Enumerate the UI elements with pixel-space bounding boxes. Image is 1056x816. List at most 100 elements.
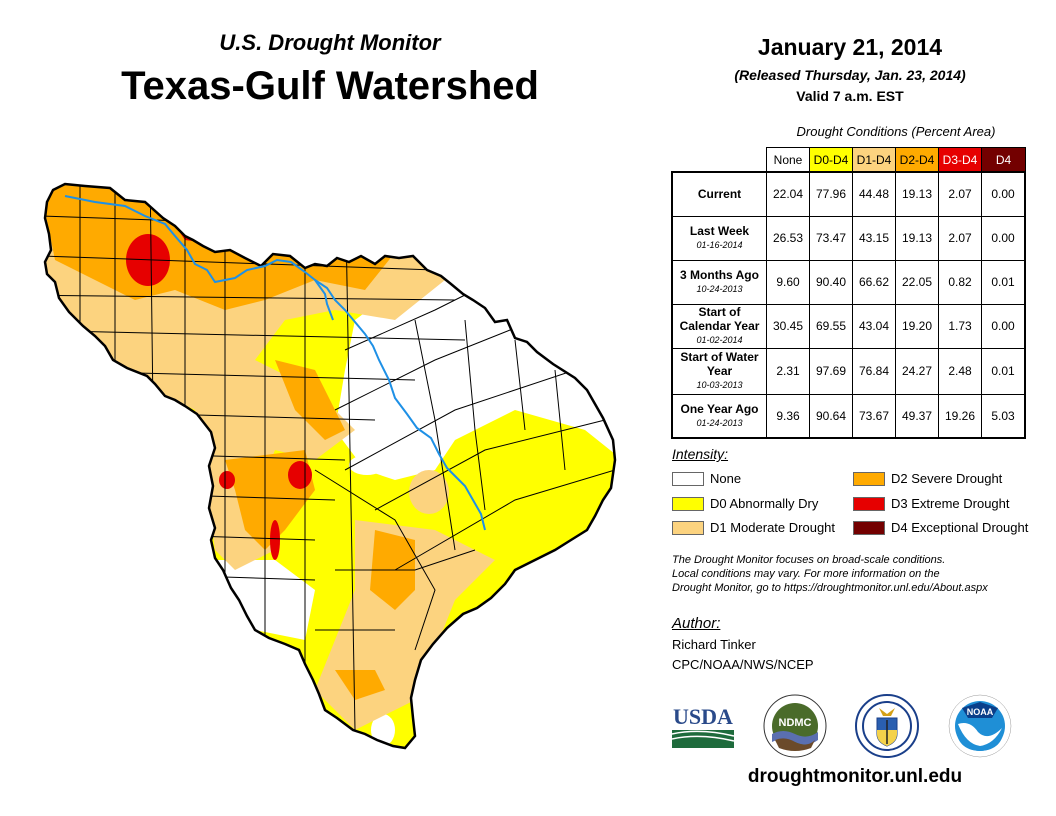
legend-label: D1 Moderate Drought [710, 520, 836, 535]
cell-value-d0-d4: 97.69 [809, 347, 853, 395]
cell-value-none: 9.36 [766, 393, 810, 439]
legend-swatch [853, 471, 885, 486]
d2-region-central [275, 360, 345, 440]
river-tributary [314, 279, 334, 321]
d1-region-patch [409, 470, 449, 514]
cell-value-d2-d4: 19.13 [895, 215, 939, 261]
row-label: 3 Months Ago 10-24-2013 [671, 259, 767, 305]
none-region-east [335, 260, 615, 480]
legend-swatch [672, 471, 704, 486]
d3-region-southwest [270, 520, 280, 560]
row-label: One Year Ago 01-24-2013 [671, 393, 767, 439]
noaa-logo-text: NOAA [967, 707, 994, 717]
none-region-southwest [205, 560, 315, 640]
cell-value-none: 22.04 [766, 171, 810, 217]
row-date: 01-24-2013 [696, 417, 743, 428]
cell-value-d3-d4: 2.07 [938, 215, 982, 261]
river-red [64, 195, 486, 531]
table-row: 3 Months Ago 10-24-2013 9.60 90.40 66.62 22.0… [671, 259, 1026, 305]
legend-item: D1 Moderate Drought [672, 520, 835, 535]
row-label-text: Start of Calendar Year [679, 305, 760, 333]
row-label-text: One Year Ago [680, 401, 759, 416]
row-label-text: 3 Months Ago [680, 268, 759, 282]
author-organization: CPC/NOAA/NWS/NCEP [672, 657, 814, 672]
row-date: 10-24-2013 [696, 284, 743, 294]
commerce-logo [855, 694, 919, 758]
disclaimer-note: The Drought Monitor focuses on broad-sca… [672, 553, 1052, 595]
row-label-text: Start of Water Year [680, 350, 759, 378]
usda-logo-text: USDA [673, 704, 733, 729]
note-line: The Drought Monitor focuses on broad-sca… [672, 554, 946, 566]
note-line: Drought Monitor, go to https://droughtmo… [672, 582, 988, 594]
row-label: Current [671, 171, 767, 217]
map-subtitle: U.S. Drought Monitor [219, 30, 441, 55]
cell-value-none: 2.31 [766, 347, 810, 395]
cell-value-d0-d4: 69.55 [809, 303, 853, 349]
legend-label: D2 Severe Drought [891, 471, 1003, 486]
map-date: January 21, 2014 [757, 34, 943, 60]
cell-value-d2-d4: 19.20 [895, 303, 939, 349]
legend-label: D3 Extreme Drought [891, 496, 1010, 511]
column-header-d2-d4: D2-D4 [896, 148, 939, 172]
legend-item: D4 Exceptional Drought [853, 520, 1028, 535]
cell-value-d3-d4: 2.48 [938, 347, 982, 395]
cell-value-d4: 0.00 [981, 171, 1026, 217]
cell-value-d0-d4: 77.96 [809, 171, 853, 217]
row-label: Start of Calendar Year 01-02-2014 [671, 303, 767, 349]
drought-conditions-table: Current 22.04 77.96 44.48 19.13 2.07 0.00 Last … [671, 171, 1026, 439]
column-header-d0-d4: D0-D4 [810, 148, 853, 172]
valid-time: Valid 7 a.m. EST [796, 88, 904, 104]
drought-map [43, 182, 617, 750]
cell-value-d3-d4: 19.26 [938, 393, 982, 439]
row-date: 01-16-2014 [696, 240, 743, 250]
cell-value-d4: 0.00 [981, 303, 1026, 349]
cell-value-none: 26.53 [766, 215, 810, 261]
table-row: Start of Calendar Year 01-02-2014 30.45 69.… [671, 303, 1026, 349]
legend-item: D2 Severe Drought [853, 471, 1002, 486]
column-header-d1-d4: D1-D4 [853, 148, 896, 172]
table-header-row: None D0-D4 D1-D4 D2-D4 D3-D4 D4 [766, 147, 1026, 172]
column-header-none: None [767, 148, 810, 172]
ndmc-logo-text: NDMC [779, 717, 812, 729]
cell-value-none: 9.60 [766, 259, 810, 305]
legend-title: Intensity: [672, 446, 729, 462]
d2-region-patch [335, 670, 385, 700]
usda-logo: USDA [671, 704, 735, 748]
legend-swatch [853, 520, 885, 535]
author-heading: Author: [672, 615, 721, 632]
row-date: 01-02-2014 [696, 335, 743, 345]
row-label: Start of Water Year 10-03-2013 [671, 347, 767, 395]
legend-item: D0 Abnormally Dry [672, 496, 818, 511]
cell-value-d3-d4: 0.82 [938, 259, 982, 305]
legend-swatch [672, 520, 704, 535]
cell-value-d3-d4: 2.07 [938, 171, 982, 217]
usda-logo-band [672, 730, 734, 748]
legend-swatch [672, 496, 704, 511]
site-url-link[interactable]: droughtmonitor.unl.edu [747, 766, 963, 787]
map-title: Texas-Gulf Watershed [121, 64, 539, 108]
none-region-patch [411, 398, 439, 442]
column-header-d3-d4: D3-D4 [939, 148, 982, 172]
table-row: Last Week 01-16-2014 26.53 73.47 43.15 19.13 2… [671, 215, 1026, 261]
table-row: Current 22.04 77.96 44.48 19.13 2.07 0.00 [671, 171, 1026, 217]
d3-region-west [219, 471, 235, 489]
cell-value-d1-d4: 43.04 [852, 303, 896, 349]
cell-value-d1-d4: 76.84 [852, 347, 896, 395]
row-label-text: Last Week [689, 224, 750, 238]
cell-value-d1-d4: 73.67 [852, 393, 896, 439]
column-header-d4: D4 [982, 148, 1025, 172]
table-row: One Year Ago 01-24-2013 9.36 90.64 73.67 49.3… [671, 393, 1026, 439]
row-label: Last Week 01-16-2014 [671, 215, 767, 261]
cell-value-d2-d4: 22.05 [895, 259, 939, 305]
legend-label: D4 Exceptional Drought [891, 520, 1029, 535]
table-row: Start of Water Year 10-03-2013 2.31 97.69 76… [671, 347, 1026, 395]
legend-item: None [672, 471, 741, 486]
cell-value-d4: 0.01 [981, 347, 1026, 395]
cell-value-d2-d4: 49.37 [895, 393, 939, 439]
legend-item: D3 Extreme Drought [853, 496, 1010, 511]
none-region-patch [349, 455, 385, 475]
cell-value-d2-d4: 19.13 [895, 171, 939, 217]
cell-value-d4: 5.03 [981, 393, 1026, 439]
watershed-boundary [43, 182, 617, 750]
cell-value-d4: 0.00 [981, 215, 1026, 261]
